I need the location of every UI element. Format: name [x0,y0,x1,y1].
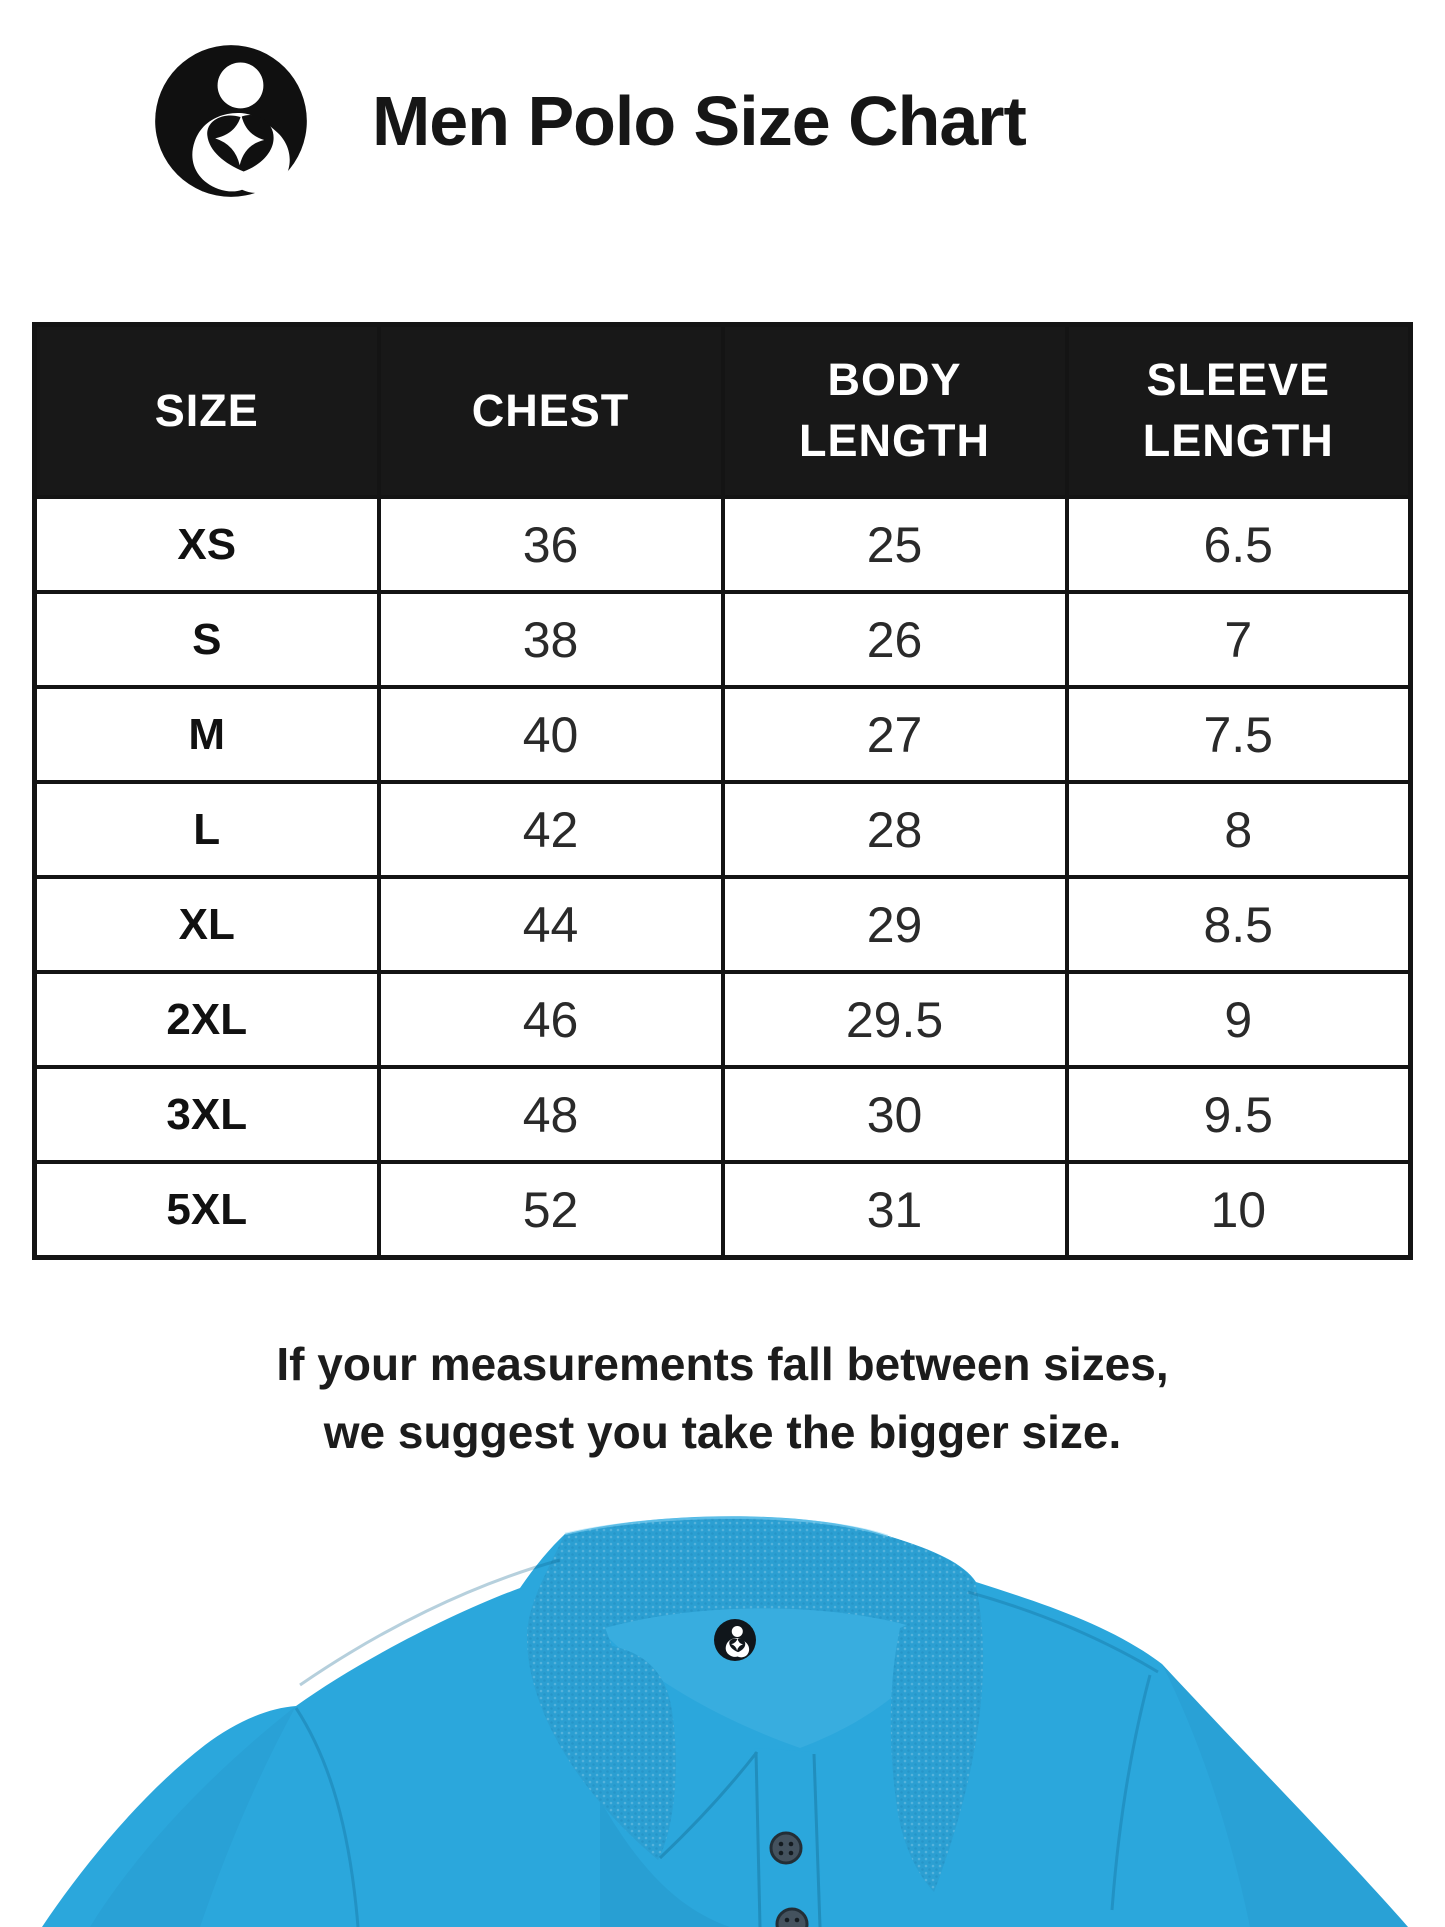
brand-header: Men Polo Size Chart [152,42,1027,200]
table-row: 3XL 48 30 9.5 [32,1065,1413,1164]
measurement-cell: 48 [376,1065,725,1164]
measurement-cell: 36 [376,495,725,594]
size-label-cell: S [32,590,381,689]
measurement-cell: 52 [376,1160,725,1260]
measurement-cell: 7.5 [1064,685,1413,784]
brand-logo-icon [155,45,307,197]
measurement-cell: 46 [376,970,725,1069]
size-label-cell: XL [32,875,381,974]
measurement-cell: 9.5 [1064,1065,1413,1164]
table-row: L 42 28 8 [32,780,1413,879]
measurement-cell: 8.5 [1064,875,1413,974]
measurement-cell: 30 [720,1065,1069,1164]
measurement-cell: 6.5 [1064,495,1413,594]
measurement-cell: 10 [1064,1160,1413,1260]
polo-shirt-photo [42,1516,1408,1927]
measurement-cell: 42 [376,780,725,879]
measurement-cell: 25 [720,495,1069,594]
size-label-cell: 5XL [32,1160,381,1260]
measurement-cell: 29 [720,875,1069,974]
table-row: XL 44 29 8.5 [32,875,1413,974]
size-label-cell: L [32,780,381,879]
column-header-chest: CHEST [376,322,725,499]
measurement-cell: 7 [1064,590,1413,689]
fit-note-line1: If your measurements fall between sizes, [276,1338,1169,1390]
measurement-cell: 40 [376,685,725,784]
size-label-cell: M [32,685,381,784]
table-row: S 38 26 7 [32,590,1413,689]
measurement-cell: 29.5 [720,970,1069,1069]
measurement-cell: 27 [720,685,1069,784]
table-row: 5XL 52 31 10 [32,1160,1413,1260]
fit-note-line2: we suggest you take the bigger size. [323,1406,1122,1459]
table-row: XS 36 25 6.5 [32,495,1413,594]
size-chart-table: SIZE CHEST BODY LENGTH SLEEVE LENGTH XS 3… [32,322,1413,1260]
table-row: 2XL 46 29.5 9 [32,970,1413,1069]
table-row: M 40 27 7.5 [32,685,1413,784]
column-header-size: SIZE [32,322,381,499]
measurement-cell: 9 [1064,970,1413,1069]
measurement-cell: 44 [376,875,725,974]
size-label-cell: 3XL [32,1065,381,1164]
neck-tag-logo-icon [714,1619,756,1661]
size-label-cell: XS [32,495,381,594]
measurement-cell: 8 [1064,780,1413,879]
column-header-sleeve-length: SLEEVE LENGTH [1064,322,1413,499]
measurement-cell: 31 [720,1160,1069,1260]
fit-note: If your measurements fall between sizes,… [0,1330,1445,1466]
measurement-cell: 38 [376,590,725,689]
measurement-cell: 28 [720,780,1069,879]
page-title: Men Polo Size Chart [372,82,1027,160]
table-header-row: SIZE CHEST BODY LENGTH SLEEVE LENGTH [32,322,1413,499]
column-header-body-length: BODY LENGTH [720,322,1069,499]
size-label-cell: 2XL [32,970,381,1069]
measurement-cell: 26 [720,590,1069,689]
polo-buttons [769,1831,809,1927]
